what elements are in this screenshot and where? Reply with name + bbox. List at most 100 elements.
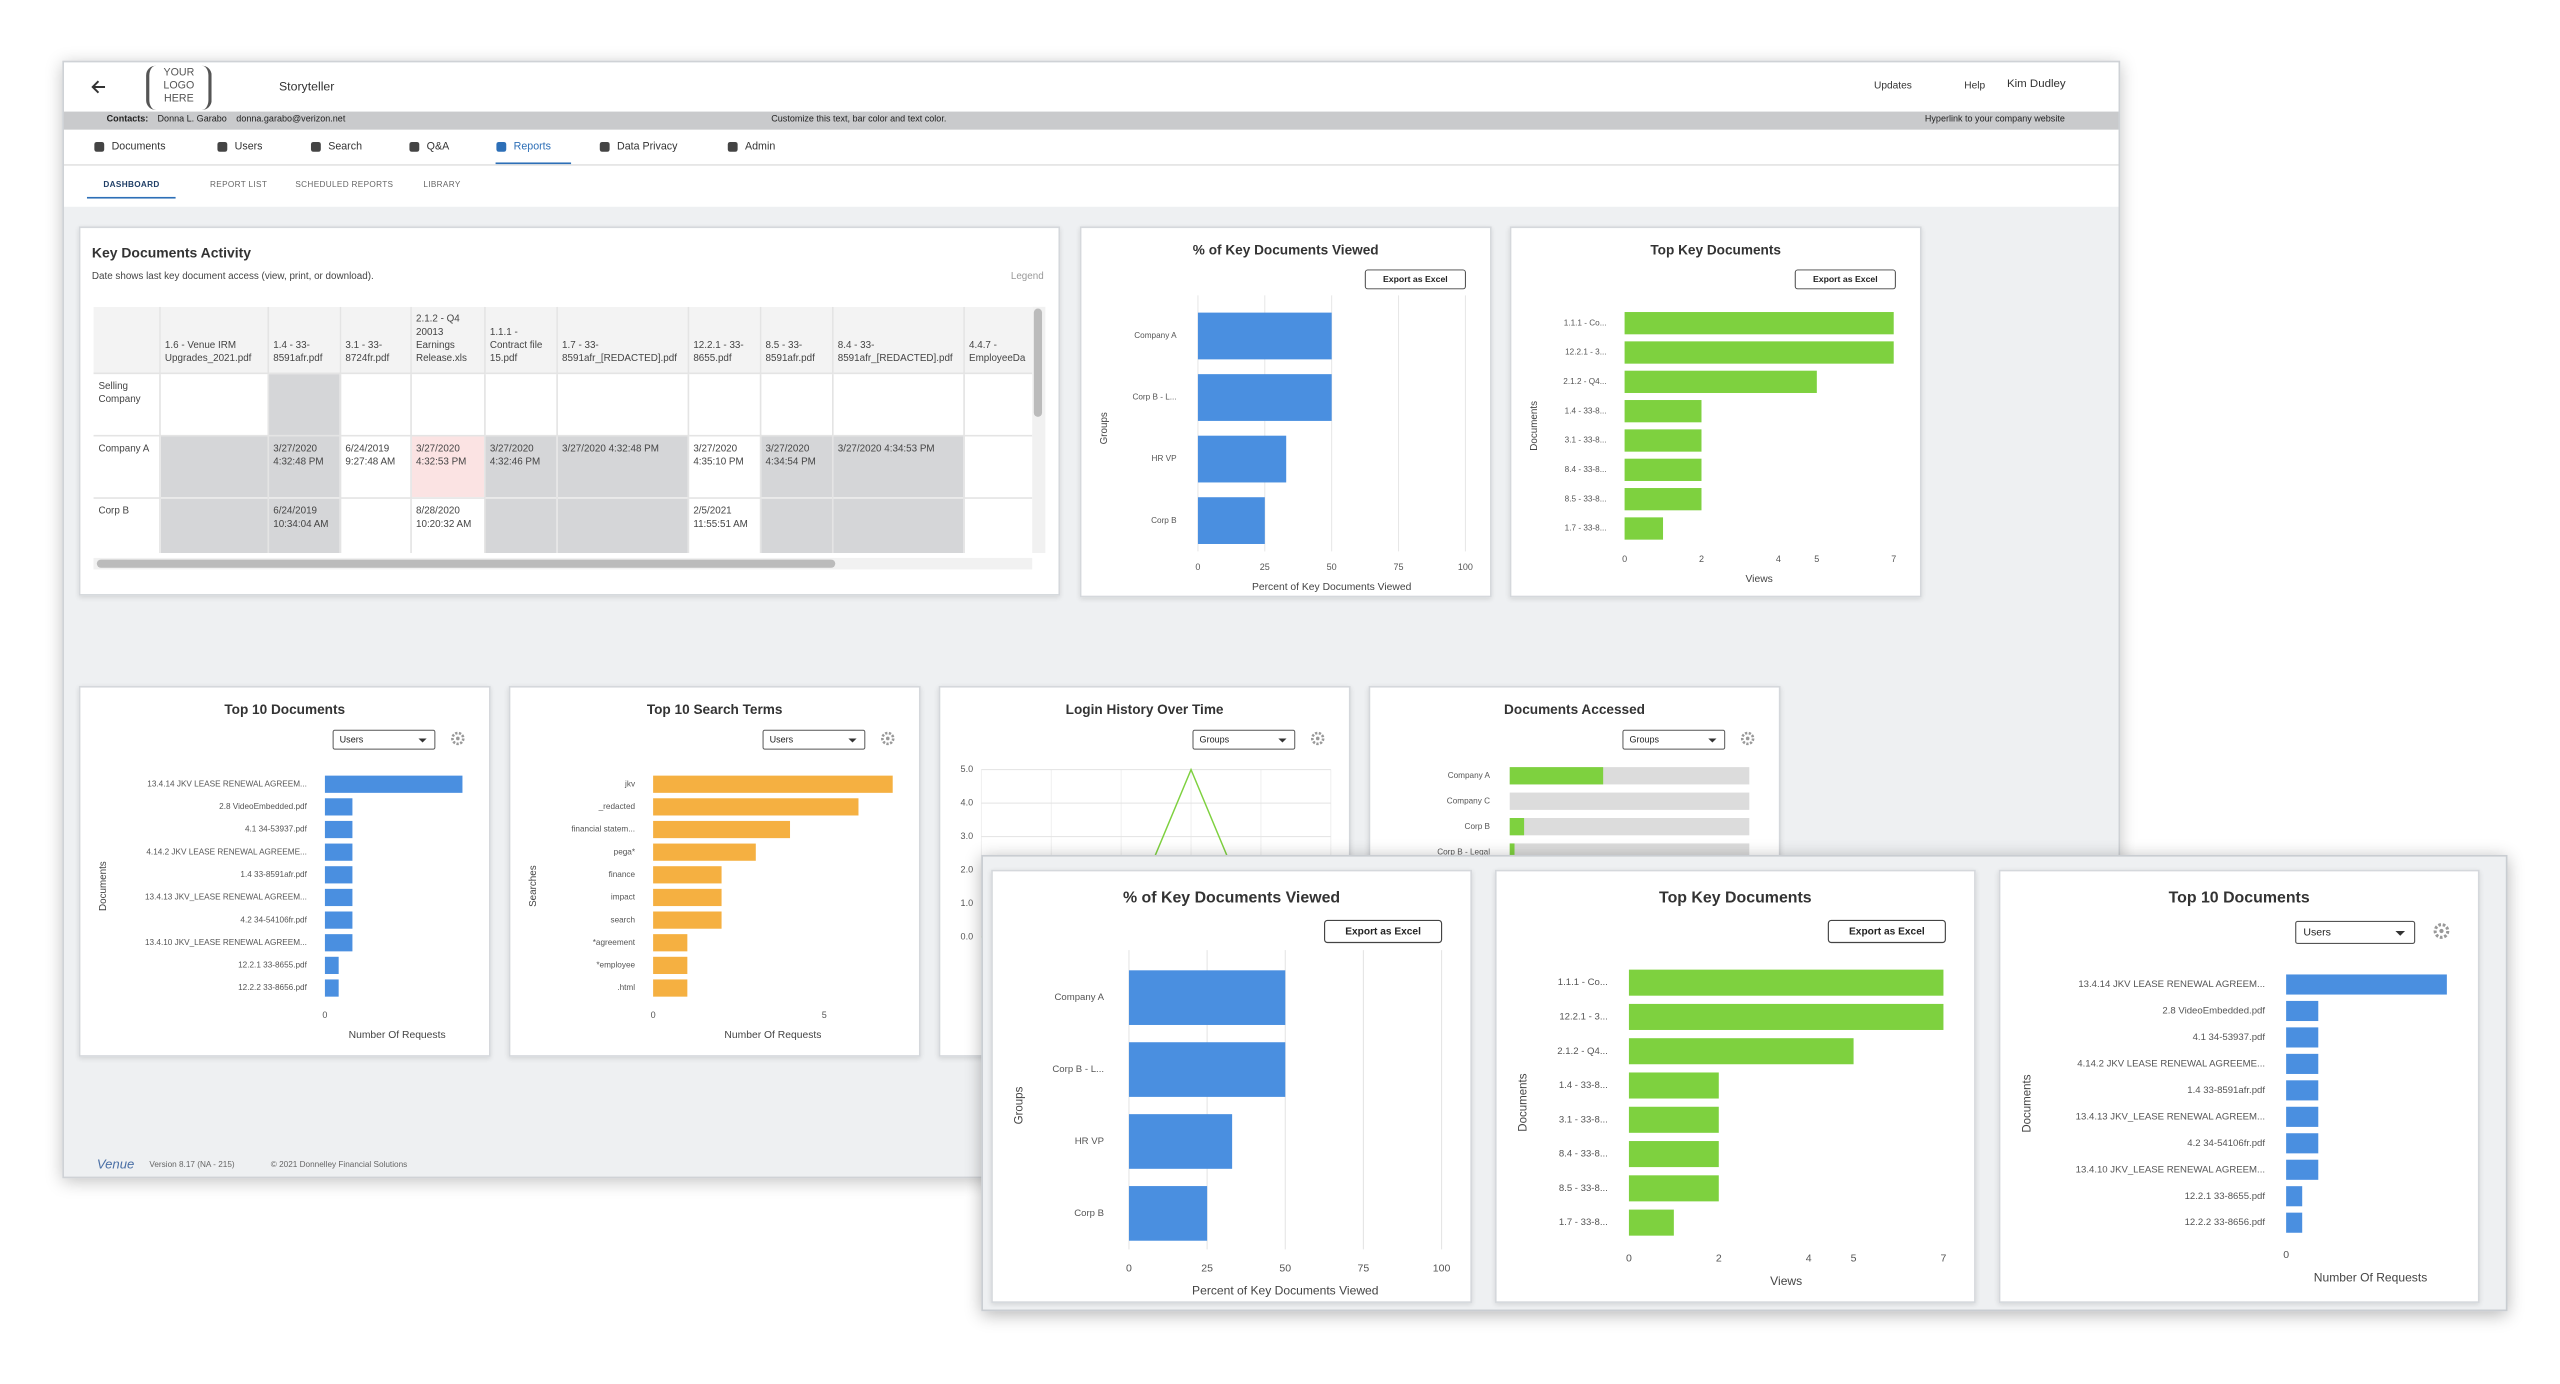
legend-link[interactable]: Legend	[1010, 272, 1044, 283]
x-tick-label: 100	[1433, 1262, 1451, 1274]
dropdown-caret	[2395, 931, 2406, 936]
category-label: 1.1.1 - Co...	[1564, 318, 1607, 327]
nav-item[interactable]: Q&A	[409, 131, 469, 162]
category-label: 4.2 34-54106fr.pdf	[2187, 1138, 2265, 1149]
chart-panel: Top Key Documents Export as Excel 0 2 4 5 7 1.1…	[1509, 226, 1922, 598]
dropdown-label: Users	[2303, 927, 2331, 939]
bar	[1628, 1106, 1719, 1133]
chart-title: Login History Over Time	[1066, 702, 1224, 717]
bar	[2286, 1106, 2319, 1127]
export-button[interactable]: Export as Excel	[1794, 269, 1896, 290]
h-scroll-track	[93, 557, 1033, 570]
x-tick-label: 0	[2283, 1249, 2289, 1261]
bar	[1624, 488, 1702, 511]
x-axis-label: Number Of Requests	[2314, 1270, 2427, 1284]
header-row: 1.6 - Venue IRM Upgrades_2021.pdf 1.4 - 3…	[93, 306, 1033, 375]
updates-link[interactable]: Updates	[1874, 80, 1912, 92]
category-label: 8.4 - 33-8...	[1565, 465, 1607, 474]
category-label: Company C	[1447, 796, 1490, 805]
x-tick-label: 4	[1806, 1253, 1812, 1265]
nav-item[interactable]: Admin	[727, 131, 795, 162]
company-link[interactable]: Hyperlink to your company website	[1924, 114, 2065, 125]
back-arrow[interactable]	[90, 79, 106, 95]
bar	[2286, 1080, 2319, 1101]
x-tick-label: 25	[1260, 562, 1270, 572]
nav-item[interactable]: Search	[310, 131, 382, 162]
bar	[2286, 1000, 2319, 1022]
column-header: 12.2.1 - 33-8655.pdf	[687, 306, 761, 375]
filter-dropdown[interactable]: Groups	[1192, 729, 1296, 750]
nav-item[interactable]: Reports	[495, 131, 571, 165]
v-scroll-thumb[interactable]	[1033, 308, 1043, 417]
chart-panel: % of Key Documents Viewed Export as Excel…	[991, 869, 1472, 1303]
filter-dropdown[interactable]: Groups	[1622, 729, 1726, 750]
filter-dropdown[interactable]: Users	[2295, 920, 2416, 945]
h-scroll-thumb[interactable]	[96, 559, 836, 568]
contact-email[interactable]: donna.garabo@verizon.net	[236, 114, 346, 125]
export-button[interactable]: Export as Excel	[1364, 269, 1466, 290]
bar	[653, 866, 722, 884]
x-axis-label: Number Of Requests	[349, 1030, 446, 1041]
settings-gear[interactable]	[1740, 731, 1755, 746]
bar	[653, 843, 756, 861]
category-label: 13.4.14 JKV LEASE RENEWAL AGREEM...	[2078, 979, 2265, 990]
dropdown-caret	[418, 738, 427, 743]
table-row: Selling Company	[93, 373, 1033, 438]
settings-gear[interactable]	[1310, 731, 1325, 746]
x-tick-label: 0	[322, 1010, 327, 1020]
tab[interactable]: SCHEDULED REPORTS	[295, 180, 394, 191]
category-label: jkv	[624, 779, 636, 788]
tab[interactable]: LIBRARY	[423, 180, 461, 191]
settings-gear[interactable]	[2433, 923, 2450, 939]
category-label: 4.14.2 JKV LEASE RENEWAL AGREEME...	[146, 847, 306, 856]
bar	[1128, 1042, 1286, 1097]
nav-item[interactable]: Data Privacy	[599, 131, 697, 162]
category-label: 1.4 - 33-8...	[1565, 406, 1607, 415]
nav-item[interactable]: Documents	[94, 131, 186, 162]
tab[interactable]: DASHBOARD	[86, 177, 177, 199]
category-label: 8.5 - 33-8...	[1559, 1183, 1608, 1194]
tab-bar: DASHBOARD REPORT LIST SCHEDULED REPORTS LIB…	[64, 174, 2119, 200]
date-cell: 3/27/2020 4:32:46 PM	[484, 436, 558, 500]
bar	[2286, 1186, 2303, 1207]
category-label: HR VP	[1075, 1136, 1104, 1147]
x-tick-label: 5	[1814, 554, 1819, 564]
user-menu[interactable]: Kim Dudley	[2006, 78, 2066, 91]
settings-gear[interactable]	[881, 731, 895, 746]
nav-item[interactable]: Users	[217, 131, 283, 162]
bar	[2286, 1133, 2319, 1154]
gear-outer	[1740, 731, 1755, 746]
gear-outer	[1310, 731, 1325, 746]
category-label: Corp B	[1151, 516, 1177, 525]
bar	[324, 843, 353, 861]
category-label: *employee	[596, 961, 635, 970]
filter-dropdown[interactable]: Users	[332, 729, 436, 750]
date-cell	[410, 373, 485, 438]
date-cell	[339, 498, 412, 554]
category-label: pega*	[614, 847, 636, 856]
chart: Top Key Documents Export as Excel 0 2 4 5 7 1.1…	[1529, 243, 1896, 585]
dropdown-box	[762, 729, 866, 750]
help-link[interactable]: Help	[1964, 80, 1986, 92]
bar	[324, 956, 339, 975]
category-label: 12.2.1 33-8655.pdf	[2185, 1191, 2266, 1202]
filter-dropdown[interactable]: Users	[762, 729, 866, 750]
bar	[653, 934, 688, 952]
date-cell: 3/27/2020 4:32:48 PM	[556, 436, 689, 500]
nav-bar: Documents Users Search Q&A Reports Data Priva…	[63, 131, 2119, 166]
category-label: 1.4 33-8591afr.pdf	[240, 870, 307, 879]
tab[interactable]: REPORT LIST	[210, 180, 268, 191]
chart-title: Top 10 Documents	[2169, 890, 2310, 907]
settings-gear[interactable]	[451, 731, 465, 746]
gear-outer	[2433, 923, 2450, 939]
export-button[interactable]: Export as Excel	[1324, 919, 1443, 944]
export-button[interactable]: Export as Excel	[1827, 919, 1946, 944]
x-tick-label: 4	[1776, 554, 1781, 564]
bar	[1128, 970, 1286, 1025]
x-tick-label: 2	[1716, 1253, 1722, 1265]
x-tick-label: 0	[1195, 562, 1200, 572]
bar	[653, 956, 688, 975]
bar	[1624, 341, 1894, 364]
date-cell: 8/28/2020 10:20:32 AM	[410, 498, 485, 554]
x-tick-label: 7	[1941, 1253, 1947, 1265]
